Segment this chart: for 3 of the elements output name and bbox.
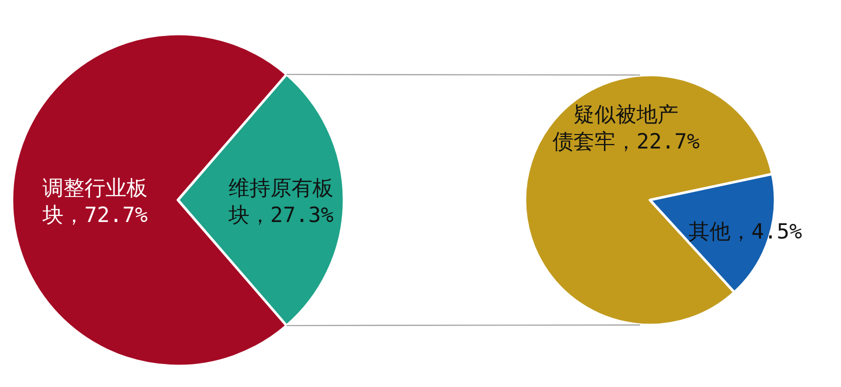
slice-label: 维持原有板块，27.3% bbox=[227, 176, 334, 227]
slice-label: 调整行业板块，72.7% bbox=[41, 176, 148, 227]
slice-label: 疑似被地产债套牢，22.7% bbox=[552, 102, 700, 154]
